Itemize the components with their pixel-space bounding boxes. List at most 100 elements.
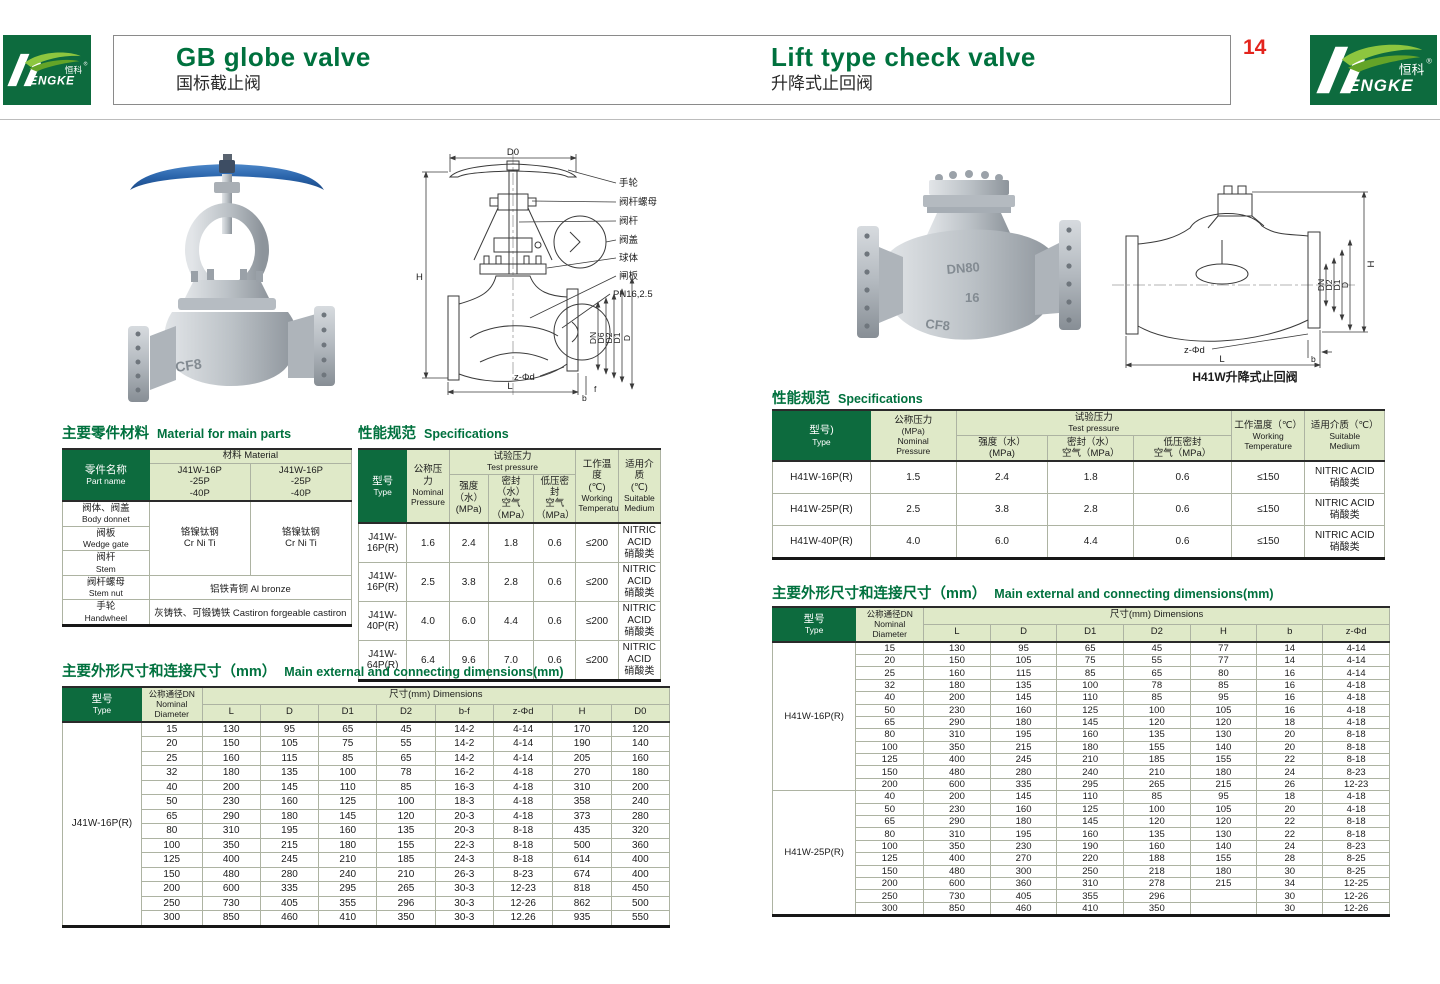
table-cell: 220 (1056, 852, 1125, 866)
table-cell: 150 (201, 736, 261, 752)
table-cell: NITRIC ACID 硝酸类 (617, 640, 662, 682)
table-cell: 24 (1256, 765, 1324, 779)
table-cell: 4-14 (1322, 653, 1390, 668)
table-cell: 85 (1189, 678, 1258, 693)
table-cell: 4-18 (492, 765, 554, 781)
table-cell: J41W-16P(R) (62, 720, 142, 927)
table-cell: ≤200 (575, 601, 619, 642)
table-cell: 105 (259, 736, 320, 752)
table-cell: 350 (923, 740, 991, 755)
table-cell: 20 (1256, 740, 1324, 755)
table-cell: 360 (610, 837, 671, 854)
table-cell: 160 (259, 794, 320, 810)
table-cell: 500 (610, 895, 671, 912)
table-cell: H (1189, 623, 1258, 643)
material-header-part: 零件名称 Part name (62, 448, 150, 502)
dims-header-dn: 公称通径DN Nominal Diameter (855, 606, 925, 643)
table-cell: 210 (1056, 753, 1125, 767)
dims-row: 65 290 180 145 120 120 22 8-18 (773, 815, 1390, 829)
table-cell: 22 (1256, 815, 1324, 829)
table-cell: 85 (1056, 666, 1125, 680)
table-cell: 160 (923, 666, 991, 680)
table-cell: D (989, 623, 1058, 643)
table-cell: 160 (1123, 839, 1191, 854)
table-cell: ≤200 (575, 562, 619, 603)
table-cell: 26-3 (434, 866, 494, 883)
handwheel-blue (130, 164, 324, 190)
dims-row: 80 310 195 160 135 130 20 8-18 (773, 728, 1390, 742)
table-cell: 24-3 (434, 852, 494, 868)
table-cell: 1.8 (1047, 460, 1135, 495)
table-cell: ≤200 (575, 640, 619, 682)
table-cell: 360 (989, 876, 1058, 891)
table-cell: ≤150 (1230, 460, 1306, 495)
table-cell: 230 (923, 802, 991, 817)
table-cell: 218 (1123, 864, 1191, 879)
table-cell: 200 (923, 790, 991, 804)
table-cell: 阀体、阀盖 Body donnet (62, 500, 150, 527)
table-cell: 245 (989, 753, 1058, 767)
svg-text:ENGKE: ENGKE (29, 75, 75, 88)
table-cell: 4.0 (869, 525, 957, 560)
table-cell: 300 (140, 910, 203, 927)
table-cell: 105 (989, 653, 1058, 668)
page-title-right-zh: 升降式止回阀 (771, 73, 873, 93)
table-cell: 65 (1123, 666, 1191, 680)
brand-logo-left: ENGKE 恒科 ® (3, 35, 91, 105)
table-cell: 180 (923, 678, 991, 693)
table-cell: 80 (855, 728, 925, 742)
table-cell: 310 (552, 779, 612, 796)
table-cell: 125 (318, 794, 378, 810)
dims-row: 65 290 180 145 120 20-3 4-18 373 280 (63, 808, 671, 825)
dims-header-type: 型号 Type (62, 686, 142, 723)
dims-row: 150 480 300 250 218 180 30 8-25 (773, 864, 1390, 879)
table-cell: 230 (201, 794, 261, 810)
table-cell: 160 (1056, 728, 1125, 742)
table-cell: 8-23 (1322, 839, 1390, 854)
spec-row: H41W-25P(R) 2.5 3.8 2.8 0.6 ≤150 NITRIC ACID 硝酸… (772, 493, 1385, 527)
table-cell: 阀杆 Stem (62, 550, 150, 576)
table-cell: 270 (989, 852, 1058, 866)
table-cell: 65 (855, 715, 925, 730)
table-cell: 2.8 (487, 562, 535, 603)
table-cell: 77 (1189, 653, 1258, 668)
table-cell: J41W-64P(R) (357, 640, 408, 682)
table-cell: 0.6 (533, 640, 577, 682)
table-cell: 350 (1123, 901, 1191, 917)
spec-table-left: 型号 Type 公称压力 Nominal Pressure 试验压力 Test pres… (357, 448, 662, 683)
dim-b: b (582, 393, 587, 402)
dims-row: 200 600 360 310 278 215 34 12-25 (773, 876, 1390, 891)
table-cell: 4-18 (1322, 691, 1390, 705)
table-cell: 240 (318, 866, 378, 883)
dims-row: 100 350 215 180 155 22-3 8-18 500 360 (63, 837, 671, 854)
table-cell: 373 (552, 808, 612, 825)
table-cell: 190 (1056, 839, 1125, 854)
table-cell: 110 (1056, 691, 1125, 705)
table-cell: 105 (1189, 802, 1258, 817)
table-cell: 250 (855, 889, 925, 903)
table-cell: 290 (201, 808, 261, 825)
table-cell: 85 (1123, 691, 1191, 705)
table-cell: 140 (610, 736, 671, 752)
table-cell: 1.6 (406, 522, 450, 564)
table-cell: 14-2 (434, 736, 494, 752)
table-cell: 12-25 (1322, 876, 1390, 891)
table-cell: NITRIC ACID 硝酸类 (1304, 525, 1385, 560)
table-cell: 65 (376, 750, 436, 767)
table-cell: 180 (610, 765, 671, 781)
table-cell: 135 (1123, 728, 1191, 742)
part-label-bonnet: 阀盖 (619, 234, 639, 246)
table-cell: 32 (140, 765, 203, 781)
table-cell: 460 (259, 910, 320, 927)
table-cell: 78 (376, 765, 436, 781)
table-cell: 215 (259, 837, 320, 854)
table-cell: 85 (376, 779, 436, 796)
dims-left-title-zh: 主要外形尺寸和连接尺寸（mm） (62, 664, 277, 680)
table-cell: 4-18 (1322, 715, 1390, 730)
table-cell: 862 (552, 895, 612, 912)
table-cell: 460 (989, 901, 1058, 917)
dim-d1: D1 (612, 332, 622, 343)
table-cell (1189, 889, 1258, 903)
dims-row: J41W-16P(R) 15 130 95 65 45 14-2 4-14 170 120 (62, 720, 671, 927)
dims-table-left: 型号 Type 公称通径DN Nominal Diameter 尺寸(mm) Dime… (62, 686, 671, 928)
